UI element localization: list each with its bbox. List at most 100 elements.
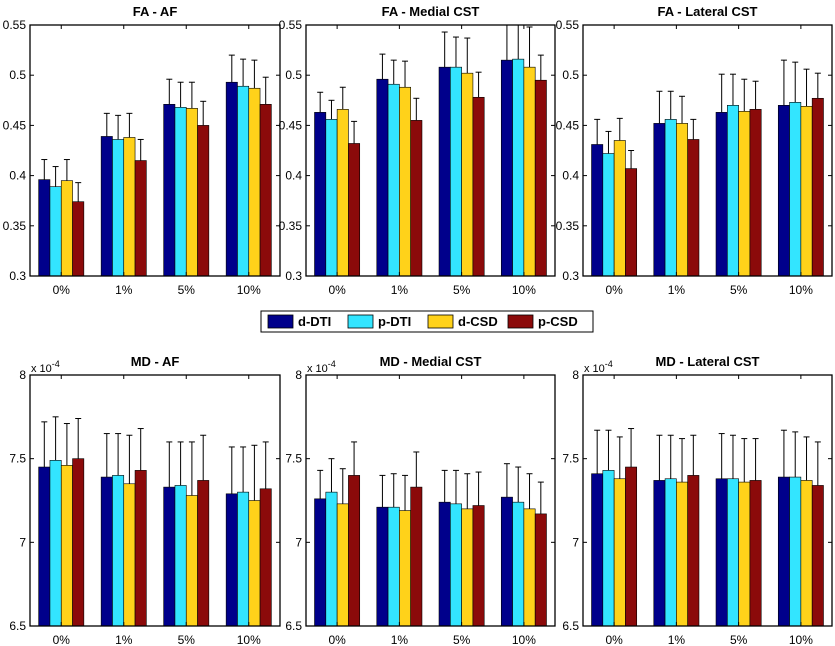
- y-tick-label: 0.5: [9, 68, 26, 82]
- y-tick-label: 6.5: [9, 619, 26, 633]
- bar-d-csd-1: [123, 137, 136, 277]
- bar-p-csd-10: [534, 513, 547, 627]
- bar-p-dti-10: [512, 501, 525, 627]
- bar-p-dti-0: [49, 186, 62, 277]
- error-bar-d-csd-0: [339, 86, 346, 110]
- error-bar-d-dti-1: [656, 90, 663, 124]
- axes-frame: [582, 24, 833, 277]
- axes-frame: [305, 374, 556, 627]
- error-bar-p-csd-5: [752, 438, 759, 481]
- error-bar-d-dti-0: [317, 91, 324, 113]
- bar-d-dti-0: [314, 498, 327, 627]
- error-bar-p-dti-10: [240, 58, 247, 87]
- error-bar-p-csd-10: [537, 54, 544, 81]
- y-tick-label: 0.5: [285, 68, 302, 82]
- axes-frame: [29, 374, 281, 627]
- y-tick-label: 7.5: [9, 452, 26, 466]
- y-tick-label: 7: [19, 535, 26, 549]
- bar-d-csd-1: [123, 483, 136, 627]
- error-bar-p-csd-5: [200, 100, 207, 126]
- y-tick-label: 0.45: [3, 118, 27, 132]
- bar-d-csd-0: [336, 109, 349, 277]
- x-tick-label-0: 0%: [53, 633, 71, 646]
- bar-d-dti-10: [777, 105, 790, 277]
- bar-d-dti-1: [376, 506, 389, 627]
- y-tick-label: 0.55: [556, 18, 580, 32]
- x-tick-label-1: 1%: [668, 283, 686, 297]
- y-tick-label: 7.5: [562, 452, 579, 466]
- bar-d-dti-5: [715, 478, 728, 627]
- error-bar-p-csd-0: [75, 418, 82, 459]
- error-bar-p-csd-1: [690, 434, 697, 476]
- legend-swatch: [427, 314, 454, 329]
- bar-d-dti-1: [100, 136, 113, 277]
- y-tick-label: 6.5: [562, 619, 579, 633]
- error-bar-p-dti-0: [328, 458, 335, 493]
- bar-d-csd-5: [185, 108, 198, 277]
- y-tick-label: 0.3: [285, 269, 302, 283]
- bar-d-csd-0: [613, 140, 626, 277]
- x-tick-label-5: 5%: [453, 633, 471, 646]
- y-tick-label: 0.5: [562, 68, 579, 82]
- error-bar-p-dti-5: [452, 469, 459, 504]
- bar-p-dti-0: [325, 491, 338, 627]
- bar-d-dti-5: [438, 501, 451, 627]
- bar-p-dti-5: [174, 107, 187, 277]
- error-bar-p-dti-1: [390, 59, 397, 85]
- error-bar-d-csd-10: [803, 68, 810, 107]
- bar-d-csd-5: [738, 481, 751, 627]
- bar-d-csd-5: [738, 111, 751, 277]
- bar-d-dti-1: [653, 123, 666, 277]
- bar-d-dti-1: [653, 480, 666, 627]
- error-bar-p-csd-5: [200, 434, 207, 481]
- x-tick-label-10: 10%: [512, 283, 536, 297]
- bar-p-csd-1: [687, 139, 700, 277]
- y-tick-label: 7.5: [285, 452, 302, 466]
- x-tick-label-10: 10%: [237, 633, 261, 646]
- error-bar-d-csd-1: [402, 474, 409, 511]
- bar-d-dti-10: [225, 81, 238, 277]
- error-bar-d-csd-1: [402, 60, 409, 88]
- error-bar-d-csd-10: [526, 26, 533, 68]
- x-tick-label-5: 5%: [730, 633, 748, 646]
- bar-d-csd-0: [60, 465, 73, 627]
- bar-p-dti-5: [174, 485, 187, 627]
- error-bar-p-csd-10: [262, 76, 269, 105]
- error-bar-d-csd-5: [741, 438, 748, 483]
- error-bar-d-dti-10: [228, 54, 235, 83]
- chart-title: FA - Medial CST: [382, 4, 480, 19]
- bar-d-csd-5: [461, 508, 474, 627]
- error-bar-p-csd-5: [752, 80, 759, 110]
- x-tick-label-10: 10%: [789, 633, 813, 646]
- error-bar-p-dti-0: [328, 99, 335, 120]
- bar-p-dti-0: [602, 470, 615, 627]
- error-bar-d-csd-10: [251, 59, 258, 89]
- error-bar-d-dti-0: [317, 469, 324, 499]
- bar-p-csd-10: [534, 79, 547, 277]
- bar-d-csd-0: [613, 478, 626, 627]
- error-bar-p-csd-1: [413, 451, 420, 488]
- bar-p-csd-0: [348, 475, 361, 627]
- error-bar-d-dti-1: [379, 474, 386, 508]
- chart-title: MD - AF: [131, 354, 180, 369]
- y-tick-label: 0.35: [3, 219, 27, 233]
- error-bar-p-csd-1: [413, 97, 420, 121]
- bar-d-dti-1: [100, 476, 113, 627]
- error-bar-p-csd-10: [814, 441, 821, 486]
- y-tick-label: 6.5: [285, 619, 302, 633]
- x-tick-label-0: 0%: [53, 283, 71, 297]
- bar-p-csd-1: [687, 475, 700, 627]
- chart-title: MD - Medial CST: [380, 354, 482, 369]
- error-bar-p-csd-1: [690, 118, 697, 140]
- bar-p-csd-10: [811, 485, 824, 627]
- bar-p-dti-1: [112, 475, 125, 627]
- bar-p-dti-10: [789, 102, 802, 277]
- error-bar-d-dti-0: [594, 429, 601, 474]
- error-bar-d-csd-5: [741, 78, 748, 112]
- error-bar-d-dti-1: [103, 112, 110, 137]
- error-bar-d-csd-5: [464, 473, 471, 509]
- x-tick-label-0: 0%: [328, 283, 346, 297]
- bar-p-csd-0: [625, 466, 638, 627]
- y-tick-label: 0.55: [279, 18, 303, 32]
- legend-swatch: [347, 314, 374, 329]
